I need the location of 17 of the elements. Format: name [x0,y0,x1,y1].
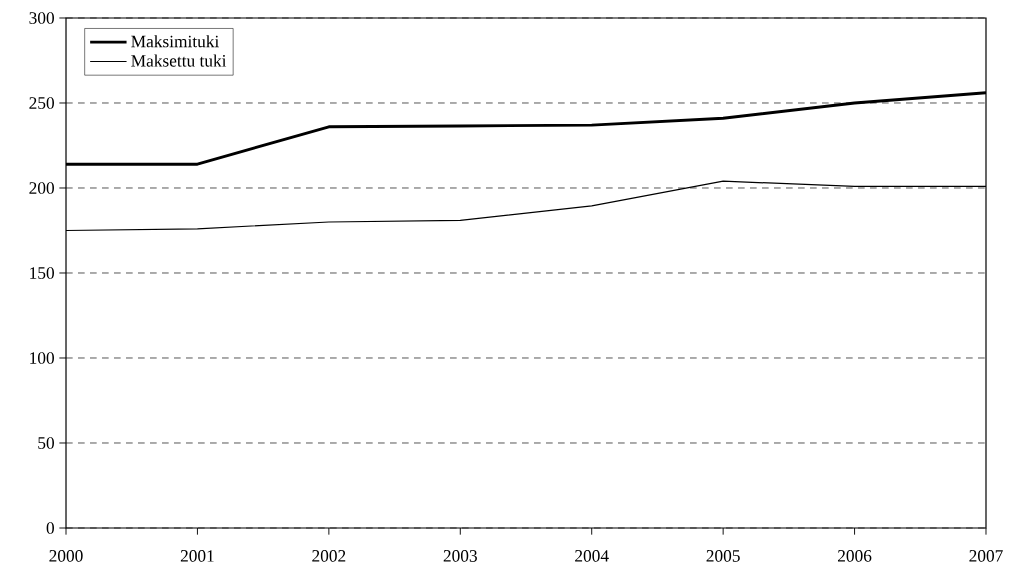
legend-label: Maksimituki [131,35,219,48]
y-tick-label: 150 [30,267,54,279]
x-tick-label: 2003 [443,550,477,562]
x-tick-label: 2005 [706,550,740,562]
x-tick-label: 2002 [312,550,346,562]
x-tick-label: 2004 [575,550,609,562]
x-tick-label: 2000 [49,550,83,562]
y-tick-label: 250 [29,97,54,109]
x-tick-label: 2001 [180,550,214,562]
y-tick-label: 50 [38,437,54,449]
y-tick-label: 100 [30,352,54,364]
x-tick-label: 2006 [837,550,872,562]
y-tick-label: 200 [29,182,54,194]
y-tick-label: 300 [29,12,54,24]
y-tick-label: 0 [46,522,54,534]
legend-label: Maksettu tuki [131,54,227,67]
x-tick-label: 2007 [969,550,1003,562]
